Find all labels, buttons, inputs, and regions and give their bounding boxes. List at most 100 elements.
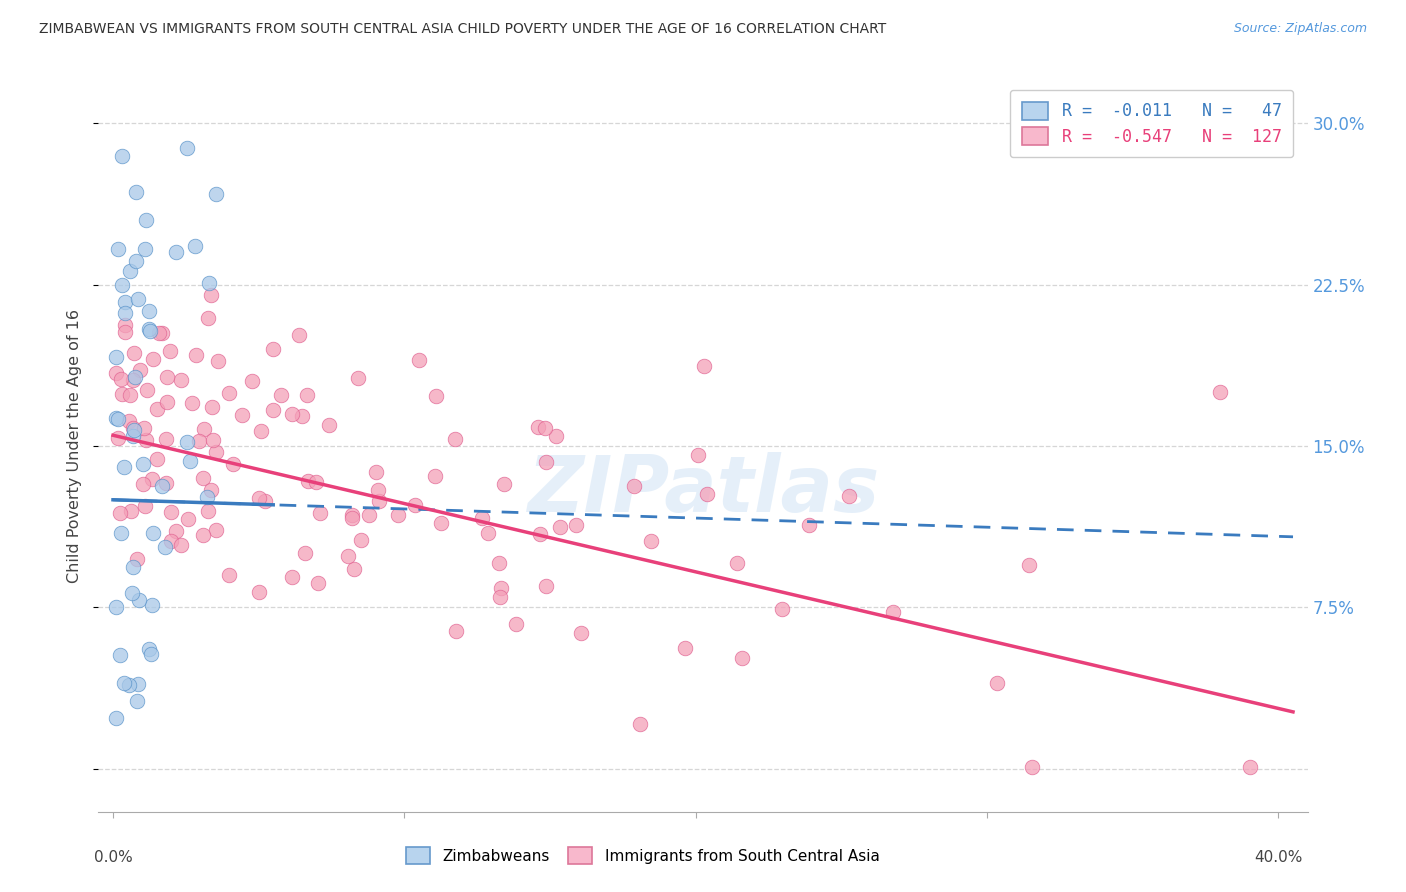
Point bbox=[404, 499, 426, 513]
Point bbox=[628, 717, 651, 731]
Point bbox=[534, 579, 557, 593]
Point bbox=[111, 277, 134, 292]
Point bbox=[104, 411, 127, 425]
Point bbox=[104, 350, 127, 364]
Point bbox=[184, 348, 207, 362]
Point bbox=[770, 602, 793, 616]
Point bbox=[132, 477, 155, 491]
Point bbox=[305, 475, 328, 490]
Point bbox=[207, 354, 229, 368]
Point bbox=[488, 556, 510, 570]
Text: 40.0%: 40.0% bbox=[1254, 850, 1302, 865]
Point bbox=[195, 490, 218, 504]
Point bbox=[110, 526, 132, 541]
Point bbox=[309, 506, 332, 520]
Point bbox=[112, 459, 135, 474]
Point bbox=[114, 318, 136, 332]
Point bbox=[122, 560, 145, 574]
Point bbox=[138, 641, 160, 656]
Point bbox=[198, 277, 221, 291]
Point bbox=[262, 403, 284, 417]
Point bbox=[725, 556, 748, 570]
Point bbox=[444, 432, 467, 446]
Y-axis label: Child Poverty Under the Age of 16: Child Poverty Under the Age of 16 bbox=[67, 309, 83, 583]
Point bbox=[122, 423, 145, 437]
Point bbox=[696, 487, 718, 501]
Point bbox=[118, 678, 141, 692]
Point bbox=[135, 213, 157, 227]
Point bbox=[347, 371, 370, 385]
Point bbox=[280, 407, 302, 421]
Point bbox=[571, 626, 593, 640]
Point bbox=[343, 562, 366, 576]
Point bbox=[1021, 759, 1043, 773]
Point bbox=[136, 383, 159, 397]
Point bbox=[477, 526, 499, 541]
Point bbox=[114, 294, 136, 309]
Legend: Zimbabweans, Immigrants from South Central Asia: Zimbabweans, Immigrants from South Centr… bbox=[399, 841, 886, 870]
Point bbox=[142, 526, 165, 541]
Point bbox=[125, 254, 148, 268]
Point bbox=[318, 418, 340, 433]
Point bbox=[148, 326, 170, 340]
Point bbox=[160, 505, 183, 519]
Point bbox=[1239, 759, 1261, 773]
Point bbox=[150, 326, 173, 340]
Point bbox=[218, 567, 240, 582]
Point bbox=[408, 353, 430, 368]
Point bbox=[134, 242, 156, 256]
Point bbox=[153, 541, 176, 555]
Point bbox=[1209, 385, 1232, 400]
Text: ZIPatlas: ZIPatlas bbox=[527, 452, 879, 528]
Point bbox=[295, 388, 318, 402]
Point bbox=[105, 711, 128, 725]
Point bbox=[129, 363, 152, 377]
Point bbox=[127, 694, 149, 708]
Point bbox=[201, 400, 224, 414]
Point bbox=[142, 351, 165, 366]
Point bbox=[471, 510, 494, 524]
Point bbox=[120, 264, 142, 278]
Point bbox=[155, 432, 177, 446]
Point bbox=[200, 288, 222, 302]
Point bbox=[150, 478, 173, 492]
Text: Source: ZipAtlas.com: Source: ZipAtlas.com bbox=[1233, 22, 1367, 36]
Point bbox=[205, 524, 228, 538]
Point bbox=[342, 508, 364, 522]
Point bbox=[160, 534, 183, 549]
Point bbox=[138, 304, 160, 318]
Point bbox=[731, 650, 754, 665]
Point bbox=[110, 372, 132, 386]
Point bbox=[548, 519, 571, 533]
Point bbox=[546, 428, 568, 442]
Point bbox=[536, 454, 558, 468]
Point bbox=[367, 483, 389, 497]
Point bbox=[202, 433, 225, 447]
Point bbox=[288, 327, 311, 342]
Point bbox=[134, 499, 156, 513]
Point bbox=[307, 575, 329, 590]
Point bbox=[107, 412, 129, 426]
Point bbox=[188, 434, 211, 449]
Point bbox=[281, 570, 304, 584]
Point bbox=[183, 239, 205, 253]
Point bbox=[250, 424, 273, 438]
Point bbox=[124, 370, 146, 384]
Point bbox=[132, 421, 155, 435]
Point bbox=[623, 479, 645, 493]
Point bbox=[176, 140, 198, 154]
Point bbox=[155, 476, 177, 491]
Point bbox=[205, 444, 228, 458]
Point bbox=[527, 419, 550, 434]
Point bbox=[640, 533, 662, 548]
Point bbox=[1018, 558, 1040, 572]
Point bbox=[180, 396, 202, 410]
Point bbox=[127, 676, 149, 690]
Point bbox=[838, 490, 860, 504]
Point bbox=[200, 483, 222, 497]
Point bbox=[165, 244, 187, 259]
Point bbox=[882, 605, 904, 619]
Point bbox=[122, 421, 145, 435]
Point bbox=[110, 648, 132, 662]
Point bbox=[128, 593, 150, 607]
